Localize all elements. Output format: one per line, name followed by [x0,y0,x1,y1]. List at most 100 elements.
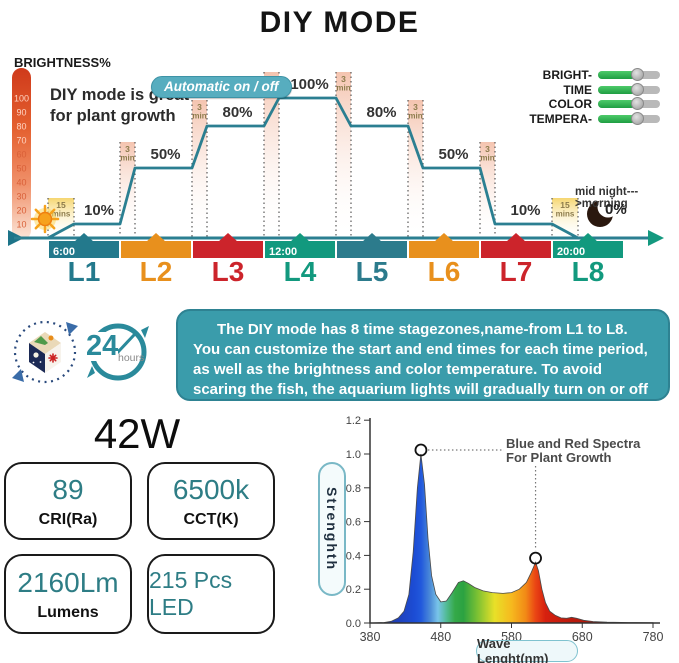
stage-label-l4: L4 [283,256,317,287]
midnight-to-morning-note: mid night--->morning [575,186,639,210]
transition-minutes: 3 [341,74,346,84]
cct-label: CCT(K) [183,510,239,528]
spectrum-y-tick: 1.0 [346,449,361,461]
transition-zone [264,72,279,238]
brightness-scale-bar [12,68,31,240]
led-count-value: 215 Pcs LED [149,567,233,620]
automatic-on-off-badge: Automatic on / off [151,76,292,98]
timeline-segment [193,241,263,258]
strength-axis-pill: Strenghth [318,462,346,596]
brightness-percent-label: 50% [150,146,180,163]
transition-unit: min [408,112,422,121]
slider-label: TIME [563,82,592,97]
brightness-tick: 70 [16,136,26,146]
spectra-annotation-line2: For Plant Growth [506,450,612,465]
timeline-segment [121,241,191,258]
clock-hours-text: hours [118,352,145,364]
icons-layer [12,320,149,384]
spectra-annotation-line1: Blue and Red Spectra [506,436,641,451]
slider-knob-icon [631,111,644,125]
diy-mode-description: The DIY mode has 8 time stagezones,name-… [193,321,649,419]
brightness-tick: 80 [16,122,26,132]
stage-label-l2: L2 [139,256,173,287]
page-title: DIY MODE [259,6,420,39]
timeline-segment [409,241,479,258]
brightness-tick: 60 [16,150,26,160]
timeline-segment [265,241,335,258]
brightness-percent-label: 80% [366,104,396,121]
peak-marker-blue [414,443,428,457]
spec-box-cct: 6500k CCT(K) [147,462,275,540]
color-slider [598,97,660,111]
transition-unit: min [192,112,206,121]
lumens-value: 2160Lm [17,566,119,598]
stage-label-l1: L1 [67,256,101,287]
spectrum-y-tick: 0.8 [346,483,361,495]
brightness-slider [598,68,660,82]
brightness-axis-label: BRIGHTNESS% [14,55,111,70]
timeline-segment [337,241,407,258]
brightness-percent-label: 50% [438,146,468,163]
slider-row-time: TIME [520,82,670,98]
brightness-tick: 10 [16,220,26,230]
spectrum-x-tick: 380 [360,630,381,644]
brightness-tick: 50 [16,164,26,174]
slider-row-brightness: BRIGHT- [520,68,670,83]
strength-axis-label: Strenghth [324,486,340,572]
transition-minutes: 3 [485,144,490,154]
transition-unit: min [120,154,134,163]
segment-bump [578,233,598,242]
axis-right-arrow-icon [648,230,664,246]
stage-label-l5: L5 [355,256,389,287]
brightness-percent-label: 100% [290,76,328,93]
stage-label-l3: L3 [211,256,245,287]
transition-minutes: 15 [560,200,570,210]
time-label: 12:00 [269,246,297,258]
spectrum-x-tick: 780 [643,630,664,644]
cri-label: CRI(Ra) [38,510,98,528]
timeline-segment [553,241,623,258]
transition-minutes: 3 [125,144,130,154]
slider-label: TEMPERA- [529,111,592,126]
timeline-segment [49,241,119,258]
brightness-percent-label: 10% [84,202,114,219]
brightness-step-line [14,96,648,240]
timeline-segment [481,241,551,258]
slider-row-temperature: TEMPERA- [520,111,670,127]
day-night-cycle-icon [12,320,78,384]
stage-label-l8: L8 [571,256,605,287]
segment-bump [362,233,382,242]
slider-label: COLOR [548,97,592,112]
segment-bump [74,233,94,242]
cct-value: 6500k [172,473,250,505]
slider-knob-icon [631,82,644,96]
lumens-label: Lumens [37,603,99,621]
zero-percent-label: 0% [605,201,627,218]
brightness-tick: 20 [16,206,26,216]
segment-bump [434,233,454,242]
segment-bump [218,233,238,242]
brightness-tick: 100 [14,94,29,104]
brightness-tick: 30 [16,192,26,202]
spec-box-lumens: 2160Lm Lumens [4,554,132,634]
transition-unit: mins [556,210,575,219]
slider-knob-icon [631,68,644,82]
spectrum-y-tick: 0.2 [346,584,361,596]
wattage-value: 42W [93,410,181,457]
spectrum-y-tick: 1.2 [346,415,361,427]
slider-knob-icon [631,97,644,111]
segment-bump [506,233,526,242]
transition-unit: mins [52,210,71,219]
slider-row-color: COLOR [520,97,670,112]
transition-zone [408,100,423,238]
cri-value: 89 [52,473,84,505]
transition-minutes: 15 [56,200,66,210]
stage-labels-row: L1 L2 L3 L4 L5 L6 L7 L8 [0,256,679,292]
diy-mode-description-box: The DIY mode has 8 time stagezones,name-… [176,309,670,418]
spectrum-x-tick: 680 [572,630,593,644]
spectrum-area [369,453,654,624]
control-sliders: BRIGHT- TIME COLOR TEMPERA- [520,68,670,126]
transition-unit: min [336,84,350,93]
